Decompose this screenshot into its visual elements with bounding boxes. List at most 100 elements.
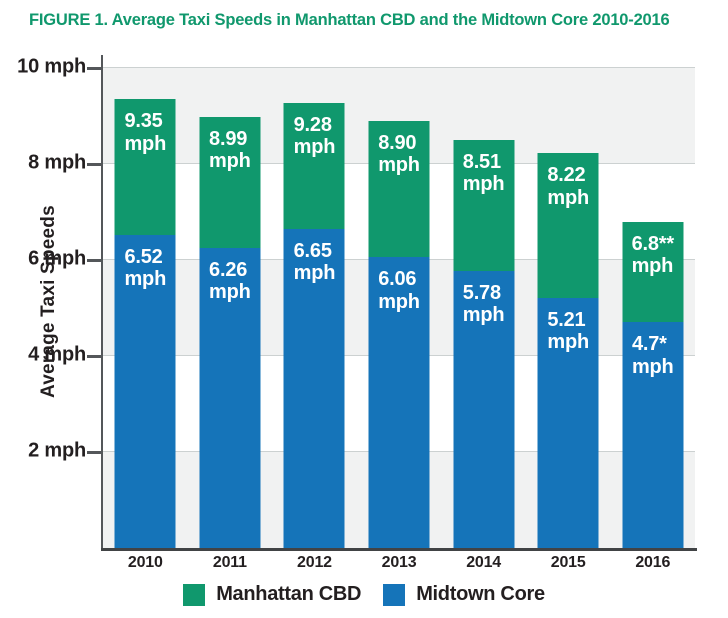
bar-value: 4.7* xyxy=(631,333,667,356)
bar-label-text: 6.26 mph xyxy=(209,259,251,304)
bar-value: 5.21 xyxy=(547,308,586,331)
x-tick-label-2013: 2013 xyxy=(381,554,417,571)
bar-label-2016-manhattan-cbd: 6.8** mph xyxy=(622,233,683,278)
bar-value: 8.90 xyxy=(378,131,417,154)
bar-2013-manhattan-cbd: 8.90 mph xyxy=(368,120,430,258)
legend-swatch-manhattan-cbd xyxy=(183,583,206,606)
bar-unit: mph xyxy=(462,172,505,195)
bar-unit: mph xyxy=(209,280,251,303)
y-tick-10 xyxy=(87,67,101,70)
x-tick-label-2015: 2015 xyxy=(550,554,586,571)
bar-value: 9.28 xyxy=(293,113,332,136)
y-tick-label-8: 8 mph xyxy=(28,151,86,174)
bar-label-2012-midtown-core: 6.65 mph xyxy=(284,240,345,285)
gridline-10 xyxy=(103,67,695,68)
bar-label-text: 8.90 mph xyxy=(378,132,420,177)
bar-group-2012: 9.28 mph 6.65 mph xyxy=(272,55,357,548)
bar-value: 9.35 xyxy=(124,110,163,133)
legend-item-manhattan-cbd: Manhattan CBD xyxy=(183,583,361,606)
bar-label-2016-midtown-core: 4.7* mph xyxy=(622,333,683,378)
bar-value: 6.8** xyxy=(631,232,675,255)
y-tick-label-6: 6 mph xyxy=(28,247,86,270)
bar-label-text: 6.52 mph xyxy=(124,246,166,291)
bar-2015-midtown-core: 5.21 mph xyxy=(537,297,599,548)
bar-2015-manhattan-cbd: 8.22 mph xyxy=(537,153,599,298)
bar-2016-manhattan-cbd: 6.8** mph xyxy=(622,221,684,323)
bar-label-2013-midtown-core: 6.06 mph xyxy=(369,268,430,313)
x-tick-label-2012: 2012 xyxy=(297,554,332,571)
bar-value: 6.65 xyxy=(293,239,332,262)
bar-label-2012-manhattan-cbd: 9.28 mph xyxy=(284,114,345,159)
y-tick-4 xyxy=(87,355,101,358)
bar-group-2011: 8.99 mph 6.26 mph xyxy=(188,55,273,548)
bar-label-text: 6.06 mph xyxy=(378,268,420,313)
bar-2013-midtown-core: 6.06 mph xyxy=(368,257,430,548)
bar-2010-manhattan-cbd: 9.35 mph xyxy=(114,99,176,236)
bar-label-text: 9.35 mph xyxy=(124,110,166,155)
bar-label-2011-midtown-core: 6.26 mph xyxy=(199,259,260,304)
bar-unit: mph xyxy=(209,149,251,172)
y-axis-title: Average Taxi Speeds xyxy=(38,205,59,398)
bar-value: 8.99 xyxy=(209,127,248,150)
bar-unit: mph xyxy=(293,262,336,285)
bar-value: 6.06 xyxy=(378,268,417,291)
y-tick-label-10: 10 mph xyxy=(17,55,86,78)
bar-2011-midtown-core: 6.26 mph xyxy=(199,247,261,548)
bar-2012-manhattan-cbd: 9.28 mph xyxy=(283,102,345,229)
bar-label-2011-manhattan-cbd: 8.99 mph xyxy=(199,128,260,173)
bar-unit: mph xyxy=(378,154,420,177)
legend-item-midtown-core: Midtown Core xyxy=(383,583,545,606)
bar-label-2014-manhattan-cbd: 8.51 mph xyxy=(453,151,514,196)
x-tick-label-2010: 2010 xyxy=(127,554,163,571)
bars-container: 9.35 mph 6.52 mph 8.99 mph 6.26 mph 9.28 mph 6.65 m… xyxy=(103,55,695,548)
bar-value: 8.51 xyxy=(462,150,501,173)
bar-label-2014-midtown-core: 5.78 mph xyxy=(453,282,514,327)
bar-label-text: 8.99 mph xyxy=(209,128,251,173)
bar-label-text: 5.78 mph xyxy=(463,282,505,327)
bar-value: 6.26 xyxy=(209,258,248,281)
bar-value: 8.22 xyxy=(547,164,586,187)
bar-label-text: 6.65 mph xyxy=(294,240,336,285)
x-axis-labels: 2010 2011 2012 2013 2014 2015 2016 xyxy=(103,554,695,572)
figure-title: FIGURE 1. Average Taxi Speeds in Manhatt… xyxy=(29,11,670,29)
bar-unit: mph xyxy=(293,135,336,158)
bar-value: 6.52 xyxy=(124,246,163,269)
bar-unit: mph xyxy=(547,186,589,209)
y-tick-label-2: 2 mph xyxy=(28,439,86,462)
bar-label-2015-manhattan-cbd: 8.22 mph xyxy=(538,164,599,209)
x-tick-label-2016: 2016 xyxy=(635,554,671,571)
bar-label-text: 8.51 mph xyxy=(463,151,505,196)
bar-label-2010-manhattan-cbd: 9.35 mph xyxy=(115,110,176,155)
bar-group-2013: 8.90 mph 6.06 mph xyxy=(357,55,442,548)
bar-label-2015-midtown-core: 5.21 mph xyxy=(538,309,599,354)
y-tick-label-4: 4 mph xyxy=(28,343,86,366)
bar-2011-manhattan-cbd: 8.99 mph xyxy=(199,116,261,248)
bar-label-text: 6.8** mph xyxy=(631,232,675,278)
bar-2010-midtown-core: 6.52 mph xyxy=(114,235,176,548)
bar-unit: mph xyxy=(124,268,167,291)
x-tick-label-2014: 2014 xyxy=(466,554,501,571)
bar-2012-midtown-core: 6.65 mph xyxy=(283,228,345,548)
bar-unit: mph xyxy=(124,132,167,155)
bar-unit: mph xyxy=(547,331,589,354)
bar-label-text: 8.22 mph xyxy=(547,164,589,209)
bar-unit: mph xyxy=(378,290,420,313)
bar-value: 5.78 xyxy=(462,281,501,304)
y-tick-6 xyxy=(87,259,101,262)
bar-2016-midtown-core: 4.7* mph xyxy=(622,322,684,548)
y-tick-8 xyxy=(87,163,101,166)
legend: Manhattan CBD Midtown Core xyxy=(0,583,728,606)
bar-label-2013-manhattan-cbd: 8.90 mph xyxy=(369,132,430,177)
bar-label-text: 9.28 mph xyxy=(294,114,336,159)
legend-label-midtown-core: Midtown Core xyxy=(416,583,545,605)
bar-group-2014: 8.51 mph 5.78 mph xyxy=(441,55,526,548)
bar-label-text: 5.21 mph xyxy=(547,309,589,354)
bar-2014-midtown-core: 5.78 mph xyxy=(453,270,515,548)
x-axis-line xyxy=(101,548,697,551)
legend-label-manhattan-cbd: Manhattan CBD xyxy=(216,583,362,605)
y-tick-2 xyxy=(87,451,101,454)
bar-2014-manhattan-cbd: 8.51 mph xyxy=(453,139,515,271)
bar-unit: mph xyxy=(631,255,674,277)
bar-group-2010: 9.35 mph 6.52 mph xyxy=(103,55,188,548)
